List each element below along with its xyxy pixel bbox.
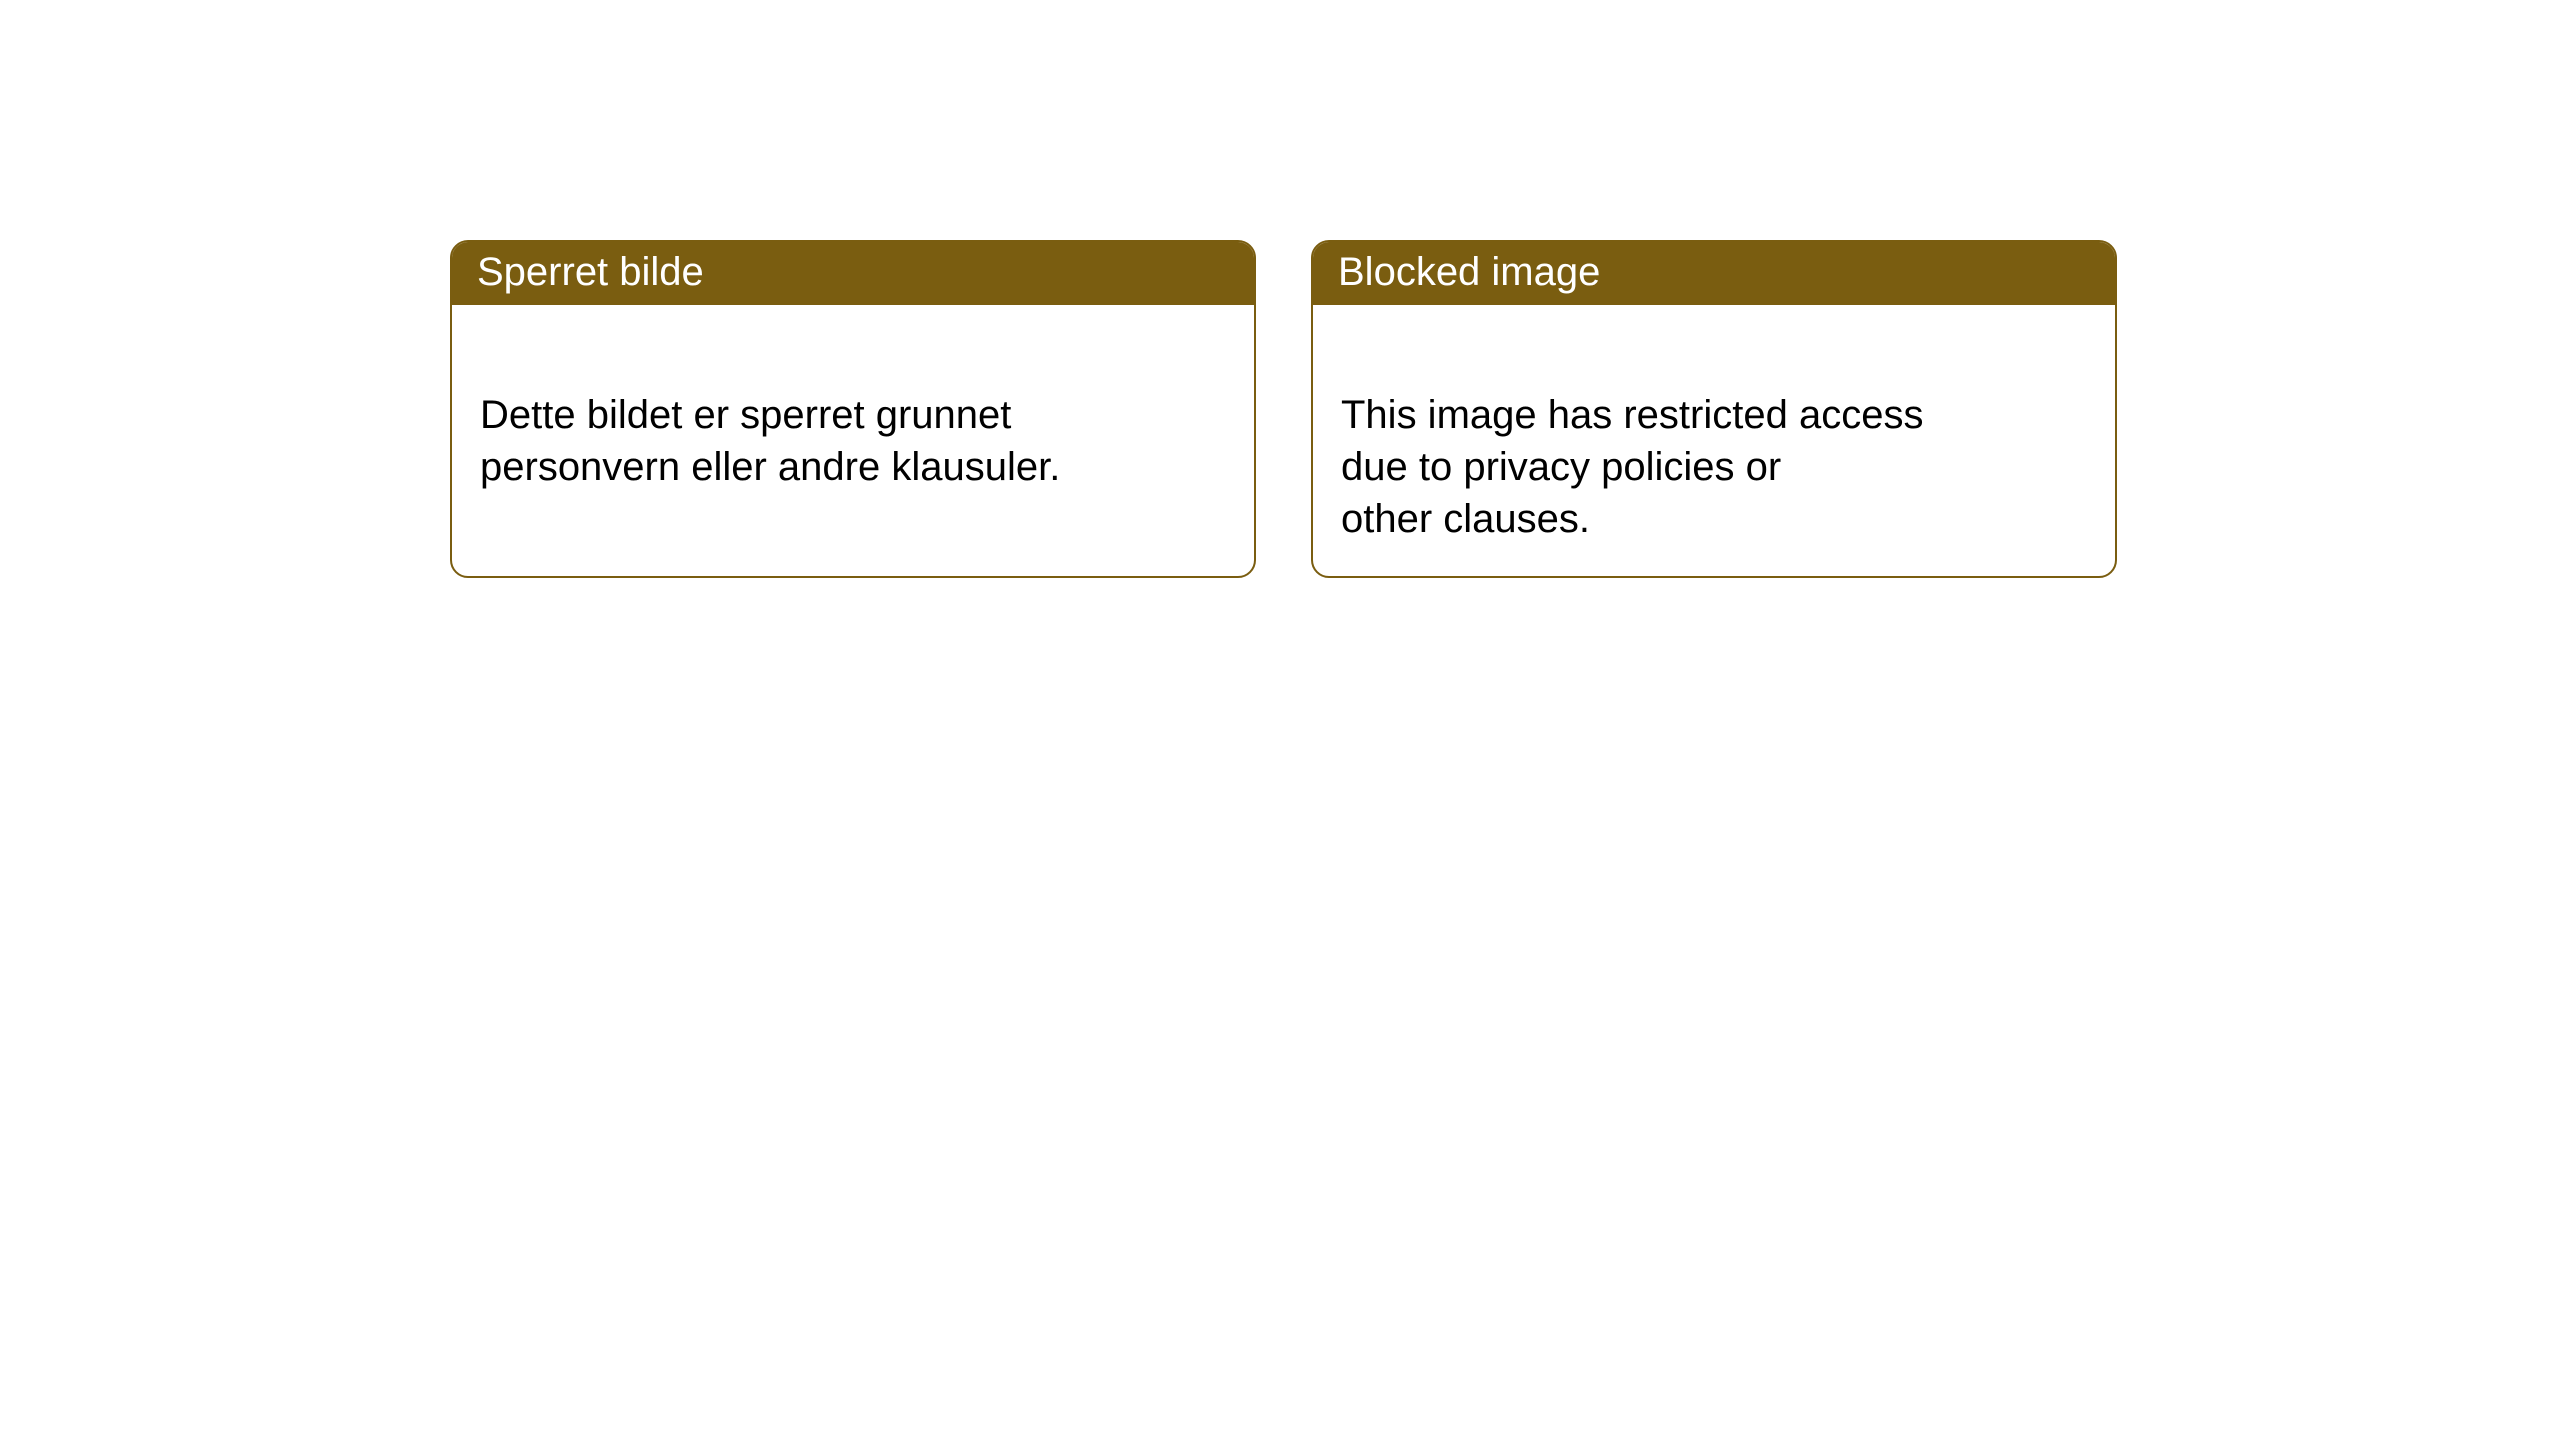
notice-header: Sperret bilde: [452, 242, 1254, 305]
notice-text: This image has restricted access due to …: [1341, 393, 1923, 541]
notice-box-norwegian: Sperret bilde Dette bildet er sperret gr…: [450, 240, 1256, 578]
notice-title: Blocked image: [1338, 250, 1600, 294]
notice-box-english: Blocked image This image has restricted …: [1311, 240, 2117, 578]
notice-title: Sperret bilde: [477, 250, 704, 294]
notice-text: Dette bildet er sperret grunnet personve…: [480, 393, 1060, 489]
notice-body: Dette bildet er sperret grunnet personve…: [452, 305, 1254, 525]
notice-body: This image has restricted access due to …: [1313, 305, 2115, 577]
notice-header: Blocked image: [1313, 242, 2115, 305]
notice-container: Sperret bilde Dette bildet er sperret gr…: [0, 0, 2560, 578]
